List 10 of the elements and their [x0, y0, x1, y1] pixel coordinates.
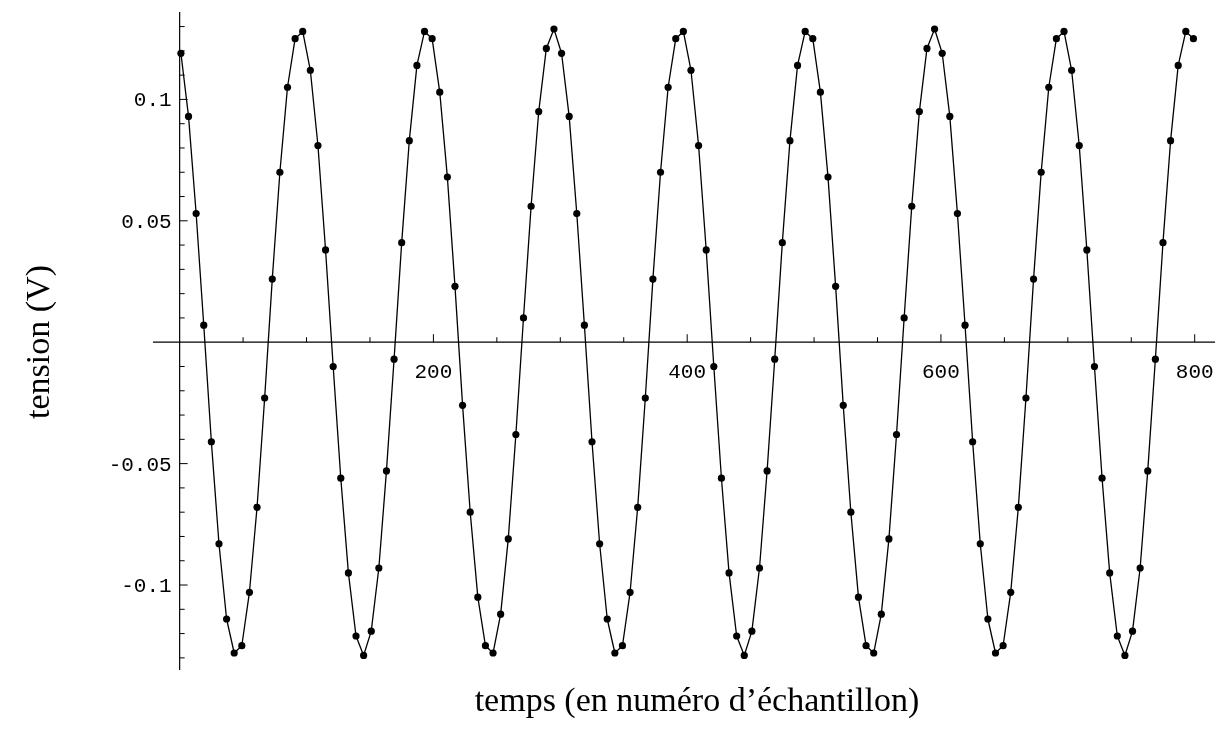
- x-tick-label: 600: [922, 361, 960, 385]
- y-tick-label: 0.05: [121, 210, 172, 234]
- y-axis-title: tension (V): [19, 265, 57, 419]
- x-tick-label: 800: [1175, 361, 1214, 385]
- y-tick-label: -0.1: [121, 575, 172, 599]
- y-tick-label: 0.1: [133, 89, 172, 113]
- x-tick-label: 400: [668, 361, 707, 385]
- x-axis-title: temps (en numéro d’échantillon): [474, 681, 920, 719]
- y-tick-label: -0.05: [108, 453, 172, 477]
- x-tick-label: 200: [414, 361, 453, 385]
